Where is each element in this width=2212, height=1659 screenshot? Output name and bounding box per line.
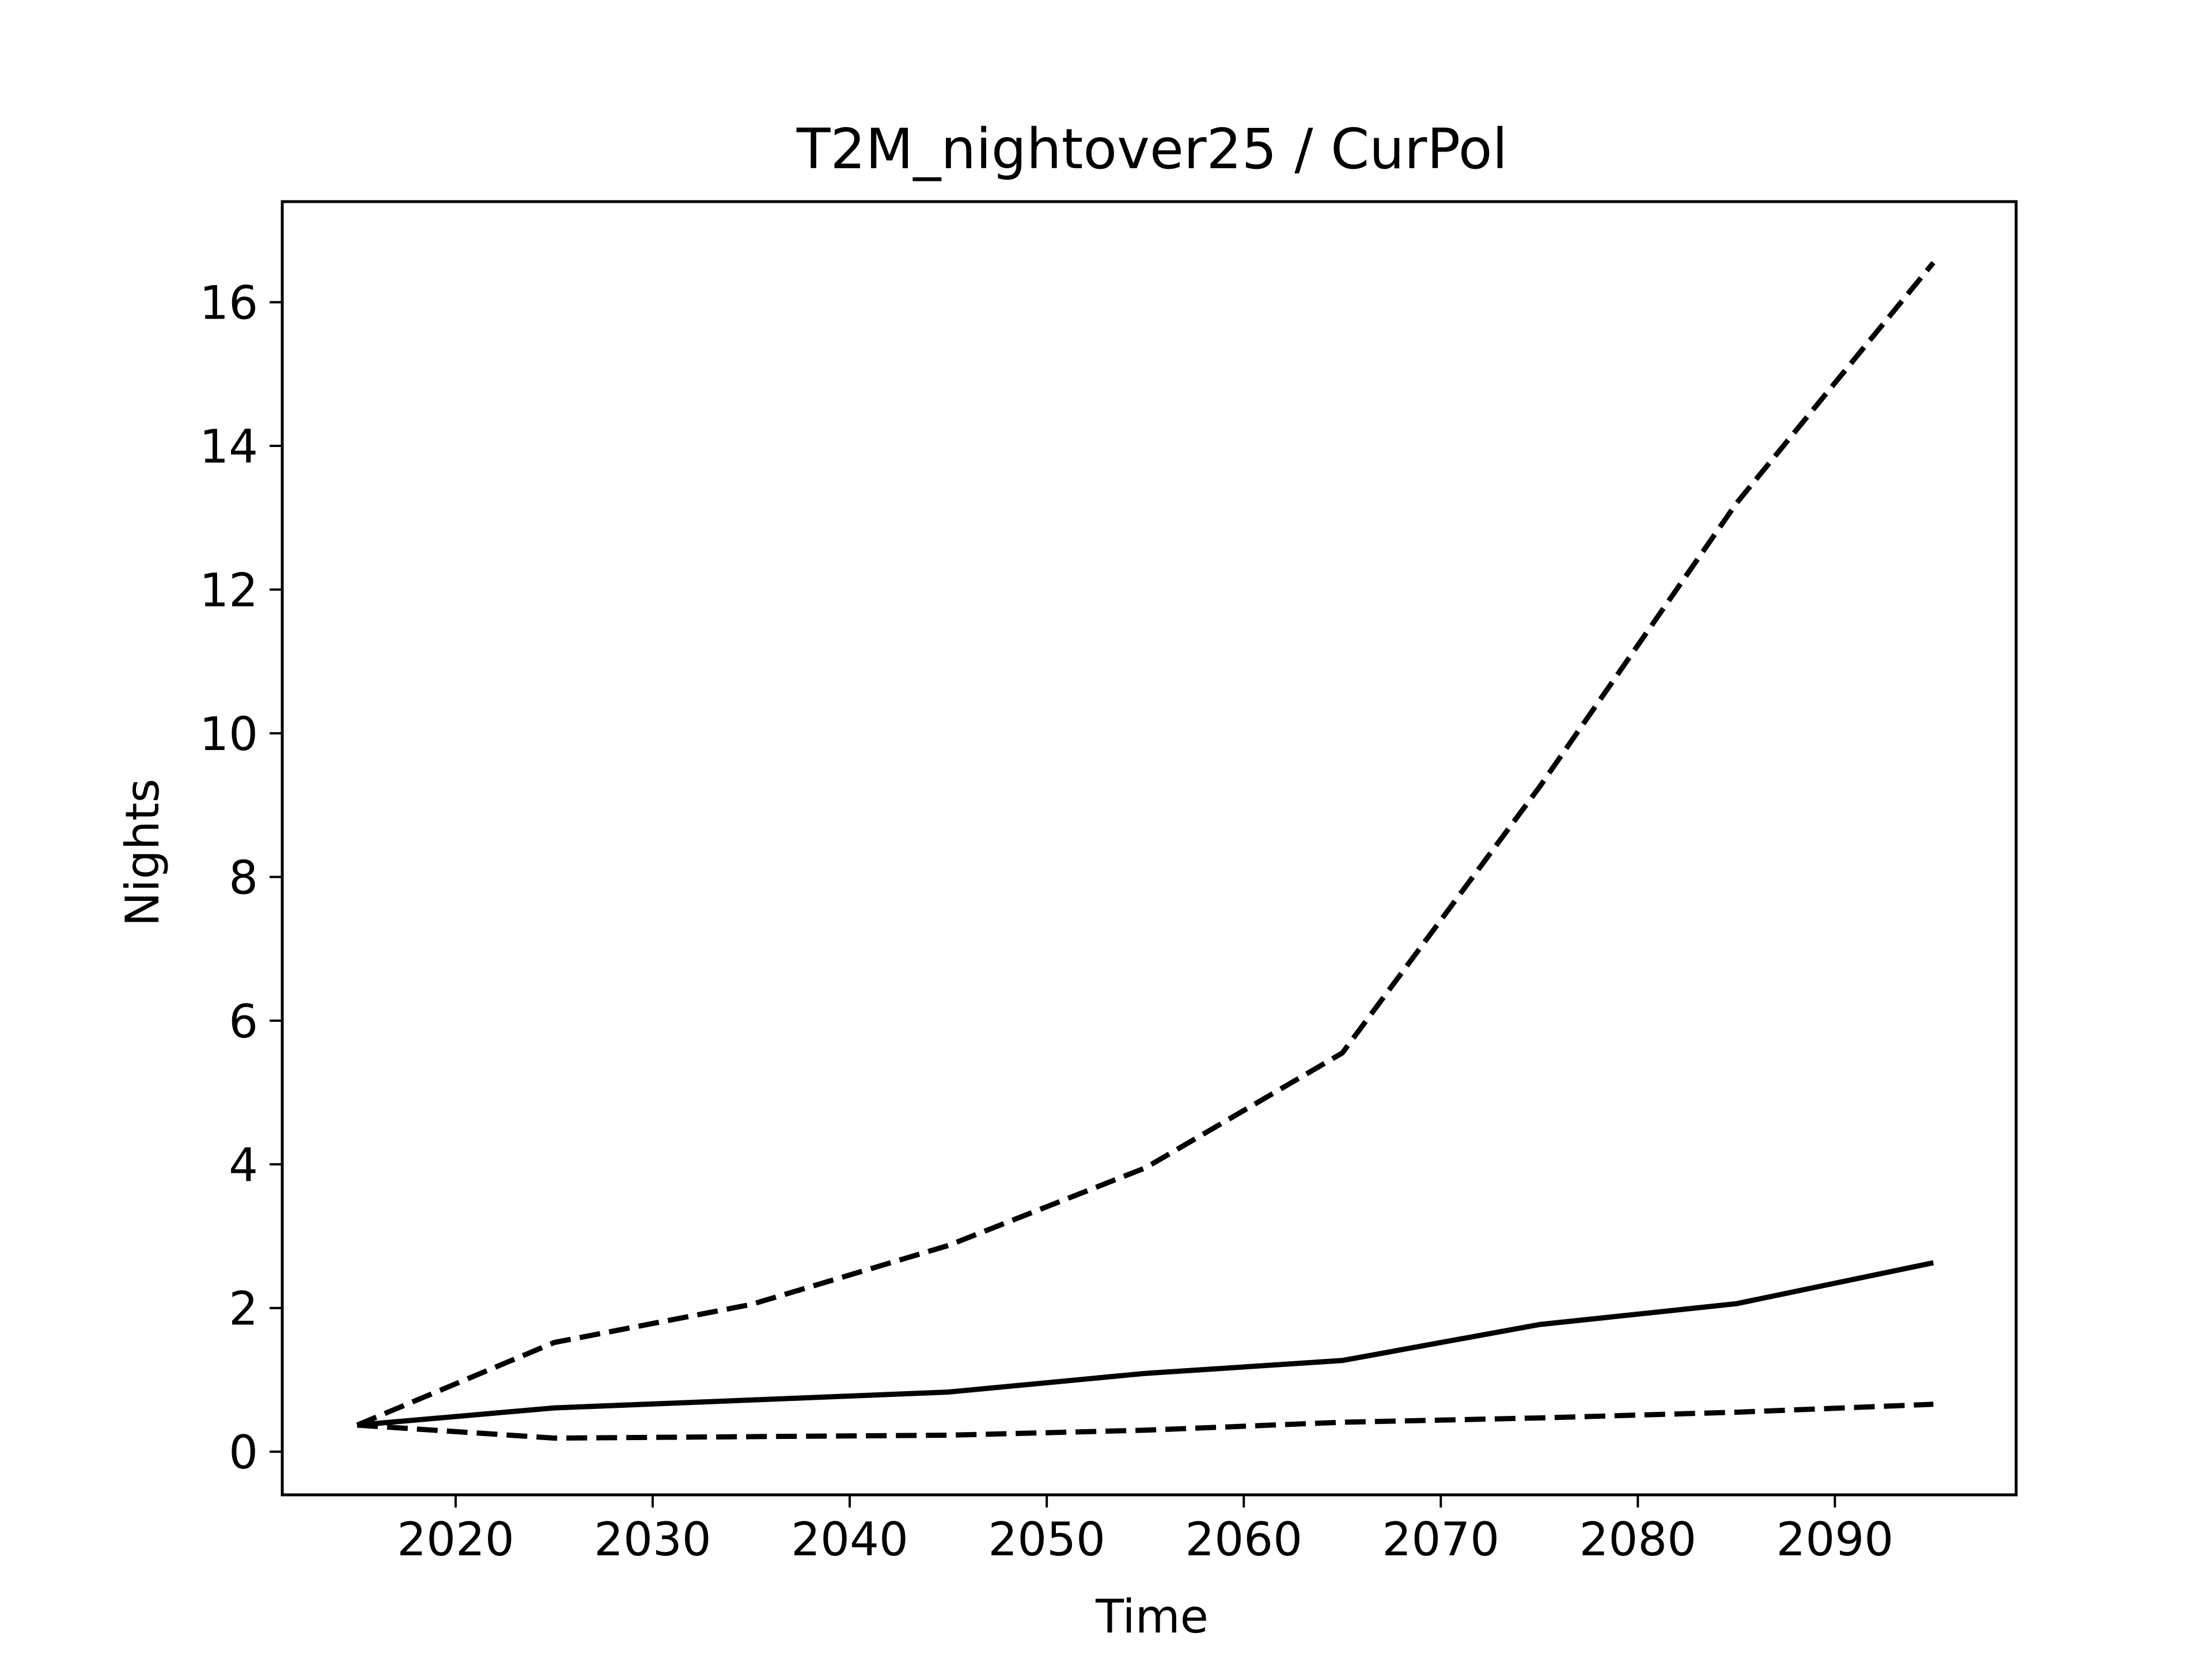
y-tick-label: 16 xyxy=(199,276,258,330)
plot-area xyxy=(356,261,1936,1441)
y-tick-label: 4 xyxy=(229,1138,258,1192)
y-tick-label: 12 xyxy=(199,564,258,618)
series-line-3 xyxy=(357,1402,1934,1441)
plot-frame xyxy=(281,200,2018,1497)
x-tick-label: 2020 xyxy=(397,1513,514,1566)
y-tick-label: 8 xyxy=(229,851,258,904)
x-tick-label: 2080 xyxy=(1579,1513,1696,1566)
x-tick-label: 2090 xyxy=(1777,1513,1894,1566)
x-tick-label: 2070 xyxy=(1382,1513,1499,1566)
x-tick-label: 2040 xyxy=(791,1513,908,1566)
y-axis: 0 2 4 6 8 10 12 14 16 xyxy=(199,276,282,1479)
series-line-2 xyxy=(356,261,1936,1428)
x-tick-label: 2030 xyxy=(594,1513,711,1566)
y-axis-label: Nights xyxy=(116,779,169,927)
y-tick-label: 2 xyxy=(229,1282,258,1336)
y-tick-label: 6 xyxy=(229,995,258,1048)
x-tick-label: 2060 xyxy=(1185,1513,1302,1566)
y-tick-label: 0 xyxy=(229,1426,258,1479)
x-axis-label: Time xyxy=(1095,1590,1209,1643)
chart-title: T2M_nightover25 / CurPol xyxy=(796,117,1508,181)
x-axis: 2020 2030 2040 2050 2060 2070 2080 2090 xyxy=(397,1495,1893,1566)
y-tick-label: 10 xyxy=(199,707,258,761)
series-line-1 xyxy=(357,1260,1934,1428)
x-tick-label: 2050 xyxy=(988,1513,1105,1566)
y-tick-label: 14 xyxy=(199,420,258,474)
